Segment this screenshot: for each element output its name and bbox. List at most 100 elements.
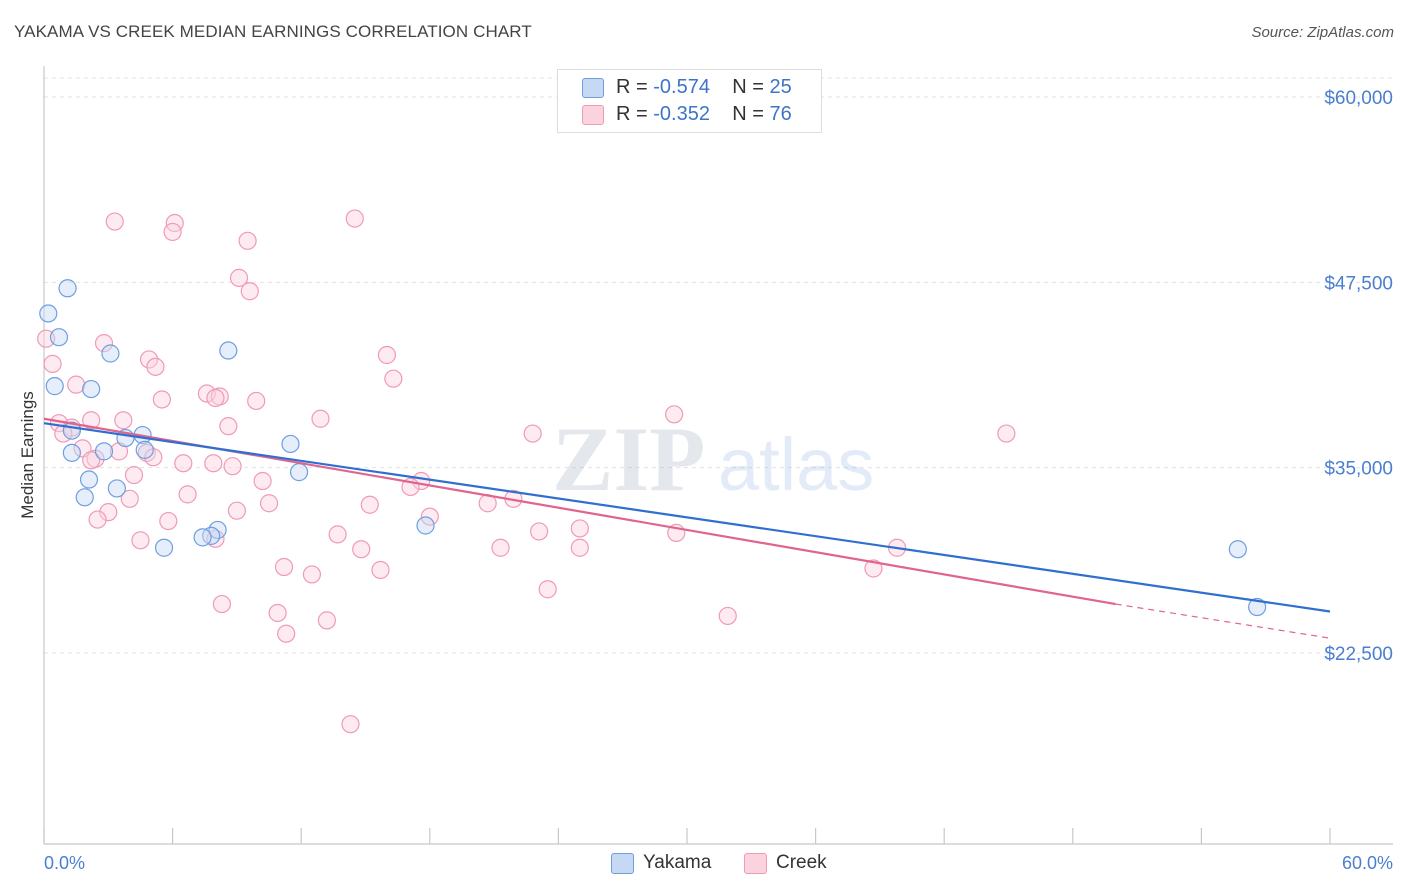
yakama-point: [1248, 597, 1267, 617]
trend-lines: [43, 417, 1331, 639]
creek-point: [174, 454, 193, 473]
yakama-point: [135, 440, 154, 459]
x-axis-ticks: [43, 828, 1331, 844]
yakama-r-value: -0.574: [653, 76, 710, 98]
yakama-point: [1228, 540, 1247, 559]
yakama-n-value: 25: [769, 76, 792, 98]
creek-point: [114, 411, 133, 430]
creek-point: [570, 538, 589, 557]
creek-point: [163, 222, 182, 242]
source-label: Source: ZipAtlas.com: [1251, 24, 1394, 41]
watermark-zip: ZIP: [552, 408, 705, 510]
creek-point: [219, 417, 238, 436]
creek-point: [131, 531, 150, 550]
creek-point: [274, 557, 294, 577]
creek-point: [204, 454, 223, 473]
creek-point: [345, 209, 364, 228]
creek-point: [178, 485, 197, 504]
yakama-trend-line: [43, 422, 1331, 613]
yakama-points: [39, 279, 1267, 617]
yakama-swatch: [582, 78, 604, 98]
yakama-legend-swatch: [611, 853, 634, 874]
creek-point: [341, 715, 360, 734]
creek-point: [997, 424, 1016, 443]
y-tick-label: $35,000: [1324, 459, 1393, 480]
creek-point: [538, 580, 557, 599]
creek-point: [223, 457, 242, 476]
creek-point: [864, 559, 883, 578]
y-tick-label: $60,000: [1324, 88, 1393, 109]
yakama-point: [49, 328, 69, 347]
creek-point: [212, 594, 231, 614]
creek-point: [67, 375, 86, 394]
yakama-point: [58, 279, 77, 298]
creek-point: [352, 540, 371, 559]
creek-point: [88, 510, 107, 529]
creek-point: [371, 560, 390, 580]
creek-point: [124, 465, 144, 485]
creek-point: [718, 606, 737, 626]
watermark-atlas: atlas: [718, 423, 874, 506]
x-tick-label-min: 0.0%: [44, 853, 85, 873]
yakama-point: [281, 434, 300, 454]
yakama-point: [45, 377, 64, 396]
creek-point: [227, 501, 246, 520]
creek-point: [120, 489, 139, 508]
creek-point: [82, 451, 101, 470]
creek-point: [360, 495, 379, 514]
y-axis-label: Median Earnings: [18, 391, 37, 519]
yakama-point: [193, 528, 212, 547]
creek-n-value: 76: [769, 103, 792, 125]
creek-n-label: N =: [732, 103, 770, 125]
creek-point: [82, 411, 101, 430]
yakama-point: [219, 341, 238, 360]
creek-point: [146, 357, 165, 376]
creek-point: [94, 334, 114, 353]
yakama-point: [154, 538, 174, 557]
creek-point: [240, 282, 259, 301]
yakama-r-label: R =: [616, 76, 654, 98]
yakama-point: [289, 463, 309, 482]
creek-point: [311, 409, 330, 428]
yakama-point: [107, 479, 126, 498]
yakama-point: [79, 470, 99, 489]
creek-point: [247, 391, 266, 411]
creek-legend-swatch: [744, 853, 767, 874]
creek-point: [165, 213, 184, 233]
chart-title: YAKAMA VS CREEK MEDIAN EARNINGS CORRELAT…: [14, 22, 532, 41]
creek-point: [491, 538, 510, 557]
creek-point: [317, 611, 337, 630]
creek-point: [523, 424, 542, 443]
y-axis-tick-labels: $22,500 $35,000 $47,500 $60,000: [1324, 88, 1393, 665]
yakama-point: [101, 344, 120, 363]
creek-point: [530, 522, 549, 541]
axes: [43, 66, 1393, 845]
yakama-point: [62, 443, 81, 462]
x-tick-label-max: 60.0%: [1342, 853, 1393, 873]
series-legend-yakama: Yakama: [611, 852, 731, 876]
creek-point: [43, 354, 62, 373]
y-tick-label: $47,500: [1324, 273, 1393, 294]
yakama-point: [82, 379, 101, 399]
yakama-point: [94, 442, 114, 461]
creek-point: [152, 390, 171, 409]
creek-point: [377, 345, 397, 365]
correlation-legend: R = -0.574 N = 25 R = -0.352 N = 76: [557, 69, 822, 133]
creek-point: [328, 525, 347, 544]
creek-trend-extension: [1115, 603, 1331, 639]
creek-point: [277, 624, 296, 643]
creek-point: [159, 511, 178, 531]
yakama-point: [39, 304, 58, 323]
watermark: ZIP atlas: [552, 408, 874, 510]
creek-point: [302, 565, 322, 584]
creek-point: [665, 405, 684, 424]
yakama-legend-label: Yakama: [643, 852, 712, 873]
creek-legend-label: Creek: [776, 852, 827, 873]
creek-point: [268, 603, 287, 623]
series-legend-creek: Creek: [744, 852, 854, 876]
creek-point: [229, 268, 249, 287]
yakama-n-label: N =: [732, 76, 770, 98]
creek-point: [384, 369, 403, 388]
creek-point: [238, 231, 257, 250]
